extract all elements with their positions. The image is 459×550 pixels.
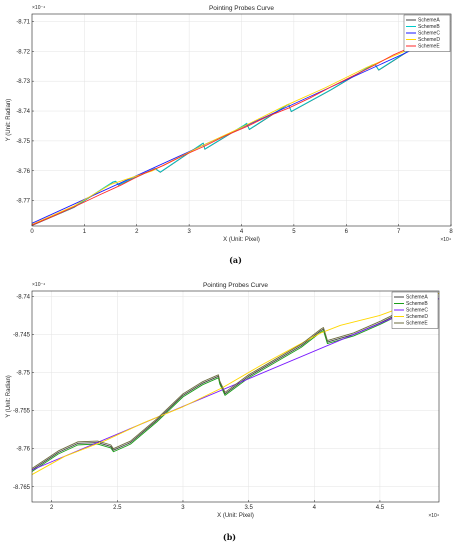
y-tick-label: -8.71: [16, 19, 30, 25]
y-tick-label: -8.74: [16, 294, 30, 300]
x-tick-label: 8: [449, 229, 453, 235]
x-tick-label: 5: [292, 229, 296, 235]
x-tick-label: 2.5: [113, 505, 122, 511]
chart-panel-b: 2 2.5 3 3.5 4 4.5 -8.74 -8.745 -8.75 -8.755 -8.76 -…: [6, 282, 440, 542]
y-tick-label: -8.77: [16, 199, 30, 205]
x-tick-label: 3.5: [244, 505, 253, 511]
series-line-schemed: [31, 47, 412, 225]
x-tick-label: 6: [345, 229, 349, 235]
x-exponent-label: ×10⁴: [440, 237, 451, 243]
figure-caption: (b): [223, 532, 236, 542]
chart-panel-a: 0 1 2 3 4 5 6 7 8 -8.71 -8.72 -8.73 -8.74 -8.75 -8.76 -…: [6, 5, 453, 265]
chart-title: Pointing Probes Curve: [209, 5, 274, 12]
x-axis-label: X (Unit: Pixel): [223, 237, 260, 243]
legend-label-schemea: SchemeA: [406, 295, 428, 301]
y-tick-label: -8.74: [16, 109, 30, 115]
x-tick-label: 3: [187, 229, 191, 235]
plot-area-frame: [31, 290, 440, 503]
x-tick-label: 4: [240, 229, 244, 235]
series-line-schemeb: [31, 295, 433, 472]
figure-caption: (a): [229, 255, 242, 265]
x-tick-label: 0: [30, 229, 34, 235]
x-exponent-label: ×10⁴: [428, 513, 439, 519]
y-tick-label: -8.745: [13, 332, 31, 338]
y-axis-label: Y (Unit: Radian): [6, 99, 12, 142]
x-tick-label: 3: [181, 505, 185, 511]
legend-label-schemec: SchemeC: [406, 308, 428, 314]
x-tick-label: 4.5: [376, 505, 385, 511]
y-tick-label: -8.765: [13, 485, 31, 491]
y-tick-label: -8.72: [16, 49, 30, 55]
y-axis-label: Y (Unit: Radian): [6, 375, 12, 418]
x-tick-label: 2: [50, 505, 54, 511]
x-tick-label: 7: [397, 229, 401, 235]
legend-label-schemec: SchemeC: [418, 31, 440, 37]
legend-label-schemea: SchemeA: [418, 18, 440, 24]
legend-label-schemeb: SchemeB: [418, 24, 440, 30]
plot-area-frame: [31, 13, 452, 227]
y-tick-label: -8.75: [16, 371, 30, 377]
legend-label-schemed: SchemeD: [406, 314, 428, 320]
x-axis-label: X (Unit: Pixel): [217, 513, 254, 519]
x-tick-label: 2: [135, 229, 139, 235]
y-tick-label: -8.73: [16, 79, 30, 85]
x-tick-label: 1: [83, 229, 87, 235]
y-exponent-label: ×10⁻⁴: [32, 282, 45, 288]
y-tick-label: -8.76: [16, 169, 30, 175]
series-line-schemee: [31, 46, 412, 226]
series-line-schemed: [31, 292, 440, 475]
y-tick-label: -8.76: [16, 447, 30, 453]
y-tick-label: -8.75: [16, 139, 30, 145]
chart-title: Pointing Probes Curve: [203, 282, 268, 289]
y-exponent-label: ×10⁻⁴: [32, 5, 45, 11]
legend-label-schemed: SchemeD: [418, 37, 440, 43]
legend-label-schemee: SchemeE: [406, 321, 428, 327]
legend-label-schemee: SchemeE: [418, 44, 440, 50]
series-line-schemee: [31, 292, 433, 469]
legend-label-schemeb: SchemeB: [406, 301, 428, 307]
x-tick-label: 4: [313, 505, 317, 511]
y-tick-label: -8.755: [13, 409, 31, 415]
